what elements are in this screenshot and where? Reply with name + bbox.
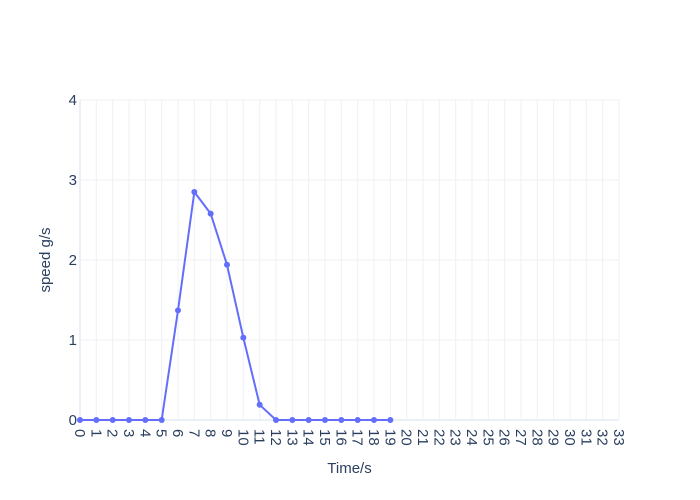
x-tick-label: 20 (398, 429, 415, 446)
x-tick-label: 10 (234, 429, 251, 446)
x-tick-label: 1 (87, 429, 104, 437)
y-tick-label: 1 (69, 332, 77, 349)
x-axis-title: Time/s (327, 460, 371, 477)
x-tick-label: 32 (594, 429, 611, 446)
x-tick-label: 24 (463, 429, 480, 446)
data-point (305, 417, 312, 423)
x-tick-label: 18 (365, 429, 382, 446)
data-point (175, 307, 181, 314)
y-axis-title: speed g/s (37, 227, 54, 292)
data-point (93, 417, 100, 423)
series-layer (77, 189, 394, 423)
data-point (289, 417, 296, 423)
data-point (207, 210, 214, 217)
y-tick-label: 4 (69, 92, 77, 109)
x-tick-label: 3 (120, 429, 137, 437)
x-tick-label: 27 (512, 429, 529, 446)
data-point (109, 417, 116, 423)
grid (79, 99, 620, 421)
y-tick-label: 2 (69, 252, 77, 269)
x-tick-label: 23 (447, 429, 464, 446)
x-tick-label: 25 (479, 429, 496, 446)
data-point (126, 417, 132, 423)
x-tick-label: 33 (610, 429, 627, 446)
x-tick-label: 29 (545, 429, 562, 446)
x-tick-label: 6 (169, 429, 186, 437)
x-tick-label: 13 (283, 429, 300, 446)
data-point (240, 334, 247, 341)
x-tick-label: 22 (430, 429, 447, 446)
x-tick-label: 31 (577, 429, 594, 446)
series-line (80, 191, 391, 421)
data-point (256, 401, 263, 408)
x-tick-label: 16 (332, 429, 349, 446)
x-tick-label: 26 (496, 429, 513, 446)
data-point (224, 261, 230, 268)
x-tick-label: 2 (104, 429, 121, 437)
x-tick-label: 21 (414, 429, 431, 446)
data-point (77, 417, 83, 423)
data-point (387, 417, 394, 423)
y-tick-label: 3 (69, 172, 77, 189)
x-tick-label: 5 (153, 429, 170, 437)
x-tick-label: 12 (267, 429, 284, 446)
data-point (273, 417, 279, 423)
x-tick-label: 28 (528, 429, 545, 446)
x-tick-label: 8 (202, 429, 219, 437)
x-tick-label: 14 (300, 429, 317, 446)
x-tick-label: 19 (381, 429, 398, 446)
x-tick-label: 15 (316, 429, 333, 446)
x-tick-label: 30 (561, 429, 578, 446)
data-point (158, 417, 165, 423)
data-point (354, 417, 361, 423)
data-point (191, 189, 198, 195)
x-tick-label: 4 (136, 429, 153, 437)
data-point (338, 417, 345, 423)
data-point (371, 417, 377, 423)
tick-labels: 0 1 2 3 4 5 6 7 8 9 10 11 12 13 14 15 16 17 18 19 20 21 22 23 24… (69, 92, 627, 446)
data-point (322, 417, 328, 423)
data-point (142, 417, 149, 423)
x-tick-label: 17 (349, 429, 366, 446)
x-tick-label: 11 (251, 429, 268, 445)
y-tick-label: 0 (69, 412, 77, 429)
x-tick-label: 7 (185, 429, 202, 437)
x-tick-label: 9 (218, 429, 235, 437)
x-tick-label: 0 (71, 429, 88, 437)
